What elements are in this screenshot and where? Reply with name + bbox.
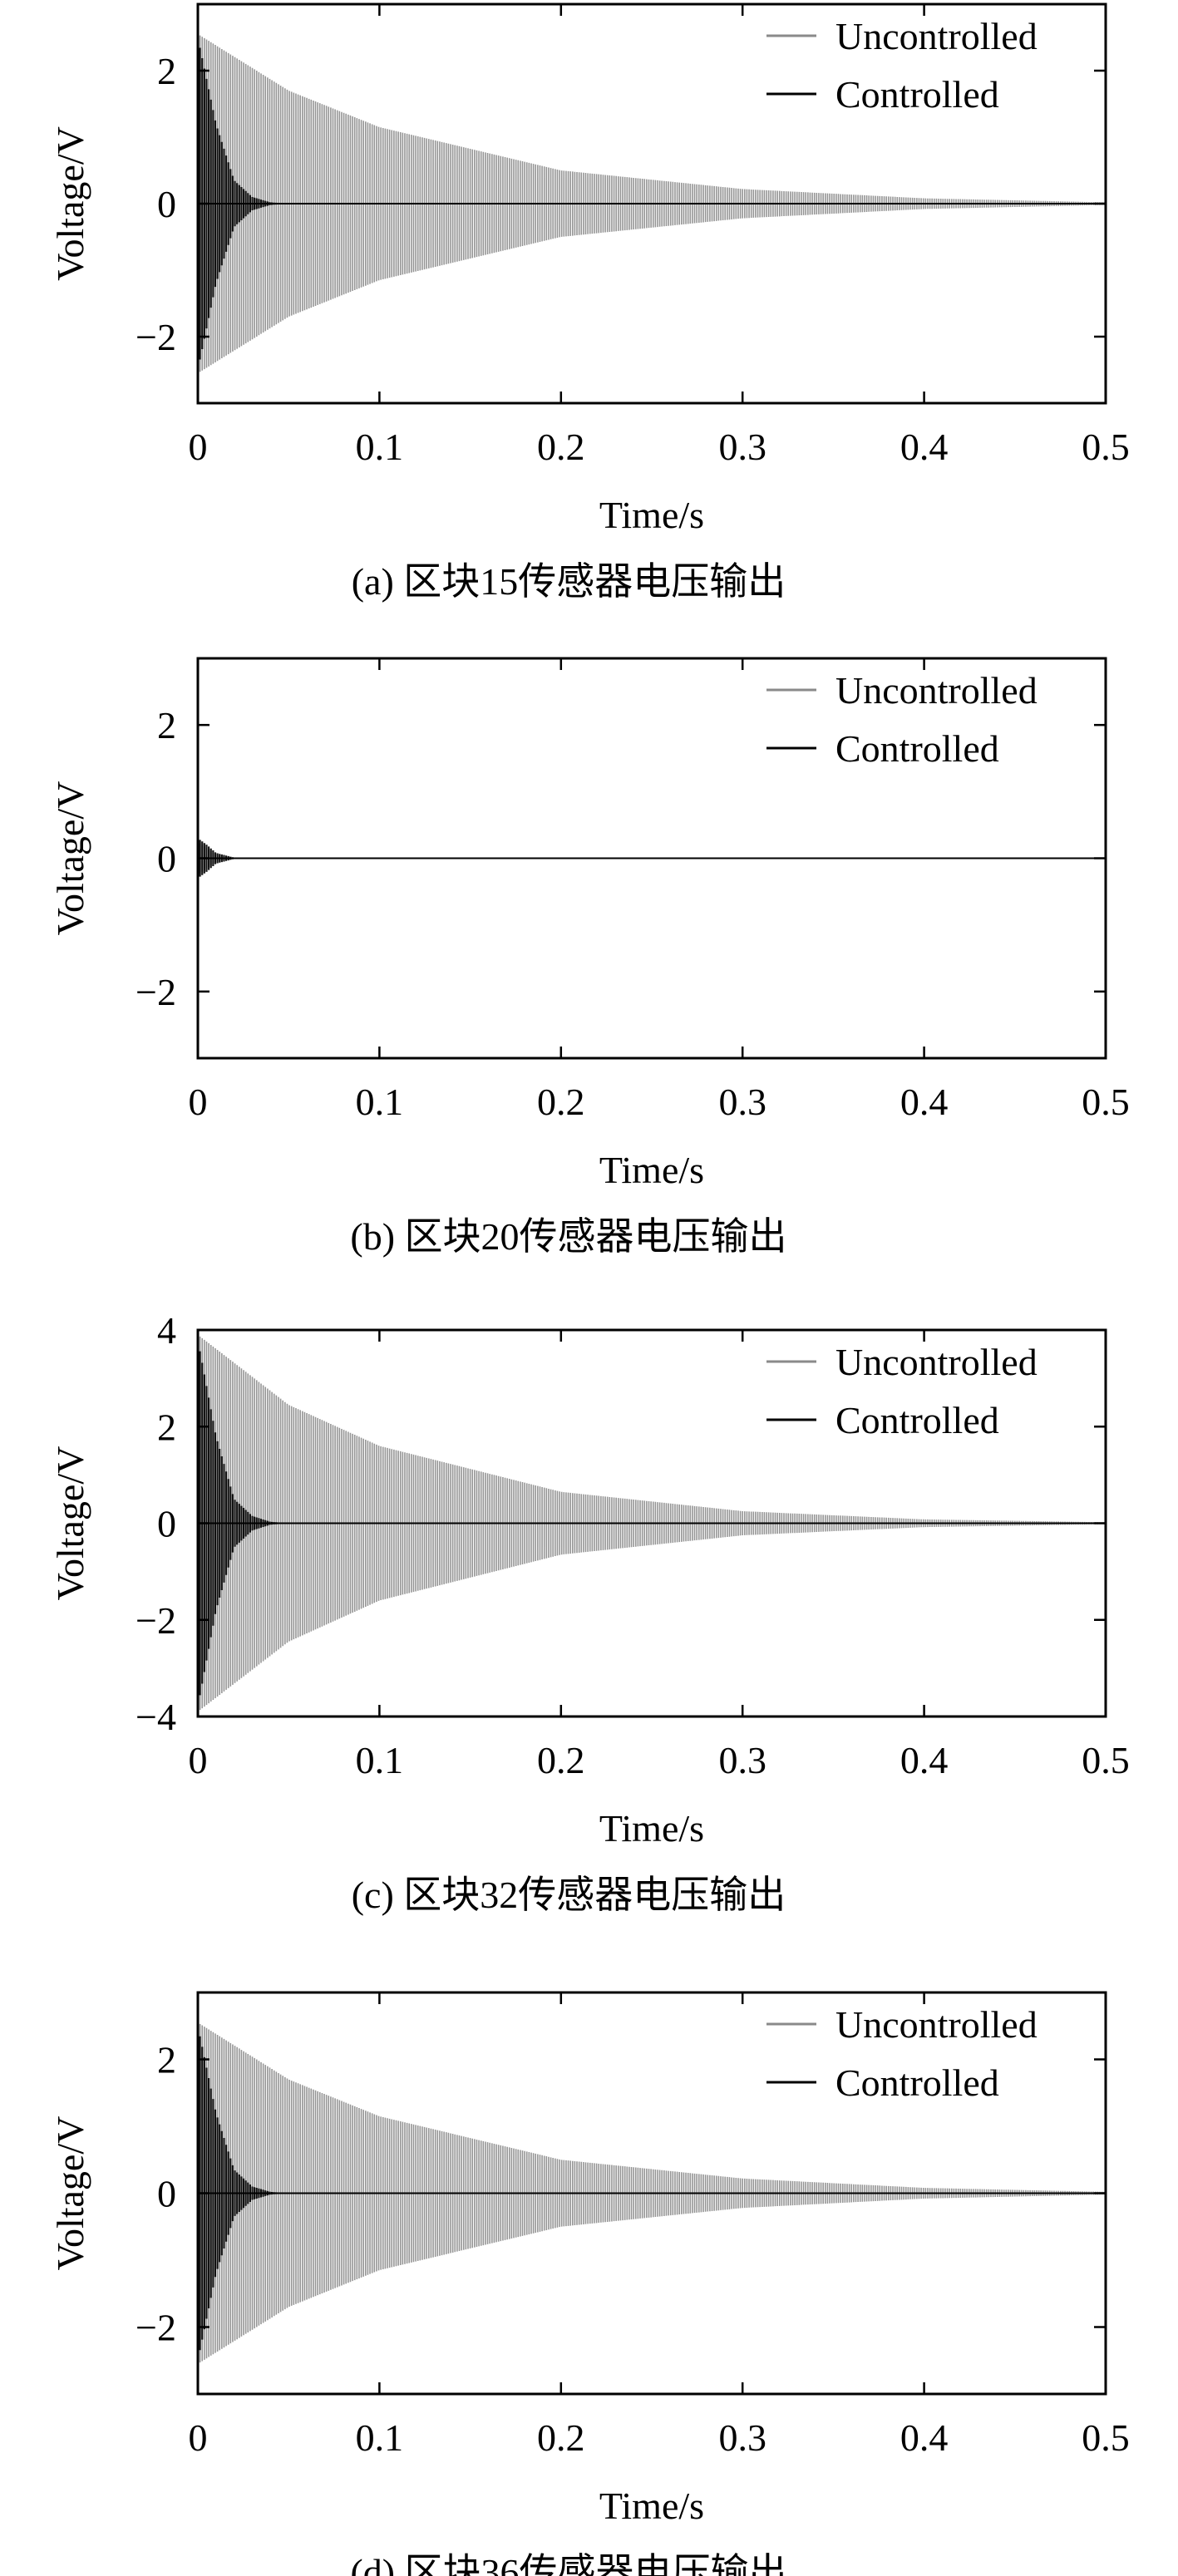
y-tick-label: 2 xyxy=(157,1406,176,1448)
x-tick-label: 0.2 xyxy=(537,2416,585,2459)
y-tick-label: −2 xyxy=(136,2307,176,2349)
x-tick-label: 0.2 xyxy=(537,1739,585,1781)
plot-area xyxy=(198,34,1106,373)
plot-area xyxy=(198,838,1106,879)
x-tick-label: 0.1 xyxy=(356,2416,404,2459)
legend: Uncontrolled Controlled xyxy=(766,669,1038,770)
legend-label-uncontrolled: Uncontrolled xyxy=(835,1341,1038,1383)
chart-caption: (a) 区块15传感器电压输出 xyxy=(352,560,786,603)
legend-label-uncontrolled: Uncontrolled xyxy=(835,2003,1038,2046)
plot-area xyxy=(198,2022,1106,2364)
x-axis-label: Time/s xyxy=(599,2485,704,2527)
x-tick-label: 0.3 xyxy=(718,1081,766,1123)
legend-label-controlled: Controlled xyxy=(835,727,999,770)
x-tick-label: 0 xyxy=(189,1739,208,1781)
y-tick-label: −2 xyxy=(136,316,176,358)
x-tick-label: 0.4 xyxy=(900,1739,949,1781)
x-tick-label: 0.3 xyxy=(718,426,766,468)
y-tick-label: 0 xyxy=(157,2173,176,2215)
x-tick-label: 0 xyxy=(189,426,208,468)
y-axis-label: Voltage/V xyxy=(49,1446,91,1601)
legend-label-controlled: Controlled xyxy=(835,1399,999,1441)
x-axis-label: Time/s xyxy=(599,1149,704,1191)
x-tick-label: 0.5 xyxy=(1082,1081,1130,1123)
legend-label-controlled: Controlled xyxy=(835,73,999,116)
y-tick-label: 2 xyxy=(157,704,176,746)
y-tick-label: 0 xyxy=(157,1503,176,1545)
chart-panel-d: 0 0.1 0.2 0.3 0.4 0.5 −2 0 2 Time/s Voltage/V Uncon… xyxy=(49,1991,1130,2576)
x-tick-label: 0.5 xyxy=(1082,2416,1130,2459)
chart-caption: (d) 区块36传感器电压输出 xyxy=(350,2551,786,2576)
x-tick-label: 0.2 xyxy=(537,1081,585,1123)
y-tick-label: 0 xyxy=(157,183,176,225)
x-tick-label: 0.1 xyxy=(356,1739,404,1781)
y-axis-label: Voltage/V xyxy=(49,2116,91,2271)
y-axis-label: Voltage/V xyxy=(49,126,91,281)
y-tick-label: 4 xyxy=(157,1309,176,1352)
legend: Uncontrolled Controlled xyxy=(766,15,1038,116)
legend: Uncontrolled Controlled xyxy=(766,1341,1038,1441)
x-tick-label: 0.5 xyxy=(1082,1739,1130,1781)
x-tick-label: 0.3 xyxy=(718,2416,766,2459)
y-tick-label: 2 xyxy=(157,2039,176,2081)
x-axis-label: Time/s xyxy=(599,1807,704,1849)
legend-label-controlled: Controlled xyxy=(835,2061,999,2104)
x-tick-label: 0.1 xyxy=(356,1081,404,1123)
legend: Uncontrolled Controlled xyxy=(766,2003,1038,2104)
chart-caption: (c) 区块32传感器电压输出 xyxy=(352,1874,786,1916)
chart-panel-b: 0 0.1 0.2 0.3 0.4 0.5 −2 0 2 Time/s Voltage/V Uncon… xyxy=(49,657,1130,1258)
chart-caption: (b) 区块20传感器电压输出 xyxy=(350,1215,786,1258)
x-axis-label: Time/s xyxy=(599,494,704,536)
x-tick-label: 0 xyxy=(189,2416,208,2459)
x-tick-label: 0.5 xyxy=(1082,426,1130,468)
x-tick-label: 0 xyxy=(189,1081,208,1123)
y-tick-label: −2 xyxy=(136,971,176,1013)
x-tick-label: 0.3 xyxy=(718,1739,766,1781)
legend-label-uncontrolled: Uncontrolled xyxy=(835,669,1038,712)
y-tick-label: −2 xyxy=(136,1599,176,1642)
chart-panel-c: 0 0.1 0.2 0.3 0.4 0.5 −4 −2 0 2 4 Time/s Voltage/V Un… xyxy=(49,1309,1130,1916)
x-tick-label: 0.4 xyxy=(900,426,949,468)
plot-area xyxy=(198,1334,1106,1712)
x-tick-label: 0.4 xyxy=(900,2416,949,2459)
x-tick-label: 0.1 xyxy=(356,426,404,468)
y-axis-label: Voltage/V xyxy=(49,781,91,936)
y-tick-label: 0 xyxy=(157,838,176,880)
x-tick-label: 0.2 xyxy=(537,426,585,468)
chart-panel-a: 0 0.1 0.2 0.3 0.4 0.5 −2 0 2 Time/s Voltage/V Uncon… xyxy=(49,2,1130,603)
x-tick-label: 0.4 xyxy=(900,1081,949,1123)
legend-label-uncontrolled: Uncontrolled xyxy=(835,15,1038,57)
y-tick-label: −4 xyxy=(136,1696,176,1738)
y-tick-label: 2 xyxy=(157,50,176,92)
